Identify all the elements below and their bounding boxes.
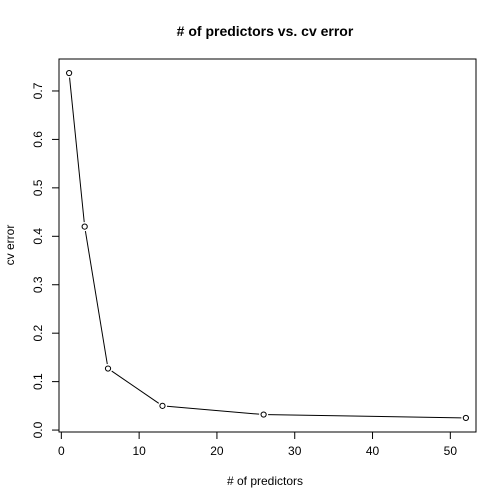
series-line-segment bbox=[84, 230, 108, 365]
y-tick-label: 0.4 bbox=[31, 228, 45, 245]
data-point bbox=[104, 365, 112, 372]
x-tick-label: 0 bbox=[58, 444, 65, 458]
data-point bbox=[81, 223, 88, 230]
chart-title: # of predictors vs. cv error bbox=[177, 23, 354, 39]
y-axis-label: cv error bbox=[3, 225, 17, 266]
plot-area-border bbox=[58, 58, 477, 433]
series-line-segment bbox=[111, 370, 160, 404]
x-axis-label: # of predictors bbox=[227, 474, 303, 488]
y-tick-label: 0.3 bbox=[31, 276, 45, 293]
y-tick-label: 0.6 bbox=[31, 131, 45, 148]
x-tick-label: 30 bbox=[288, 444, 302, 458]
series-line-segment bbox=[166, 405, 260, 415]
data-point bbox=[260, 411, 267, 418]
series-line-segment bbox=[268, 414, 462, 419]
series-group bbox=[66, 69, 469, 422]
y-tick-label: 0.5 bbox=[31, 179, 45, 196]
x-tick-label: 40 bbox=[366, 444, 380, 458]
x-tick-label: 10 bbox=[132, 444, 146, 458]
x-tick-label: 20 bbox=[210, 444, 224, 458]
x-tick-label: 50 bbox=[444, 444, 458, 458]
y-axis: 0.0 0.1 0.2 0.3 0.4 0.5 0.6 0.7 bbox=[31, 82, 60, 438]
data-point bbox=[159, 402, 166, 409]
y-tick-label: 0.1 bbox=[31, 373, 45, 390]
x-axis: 0 10 20 30 40 50 bbox=[58, 431, 458, 458]
y-tick-label: 0.7 bbox=[31, 82, 45, 99]
data-point bbox=[66, 69, 73, 77]
y-tick-label: 0.0 bbox=[31, 421, 45, 438]
data-point bbox=[462, 414, 469, 422]
series-line-segment bbox=[69, 77, 85, 223]
y-tick-label: 0.2 bbox=[31, 325, 45, 342]
